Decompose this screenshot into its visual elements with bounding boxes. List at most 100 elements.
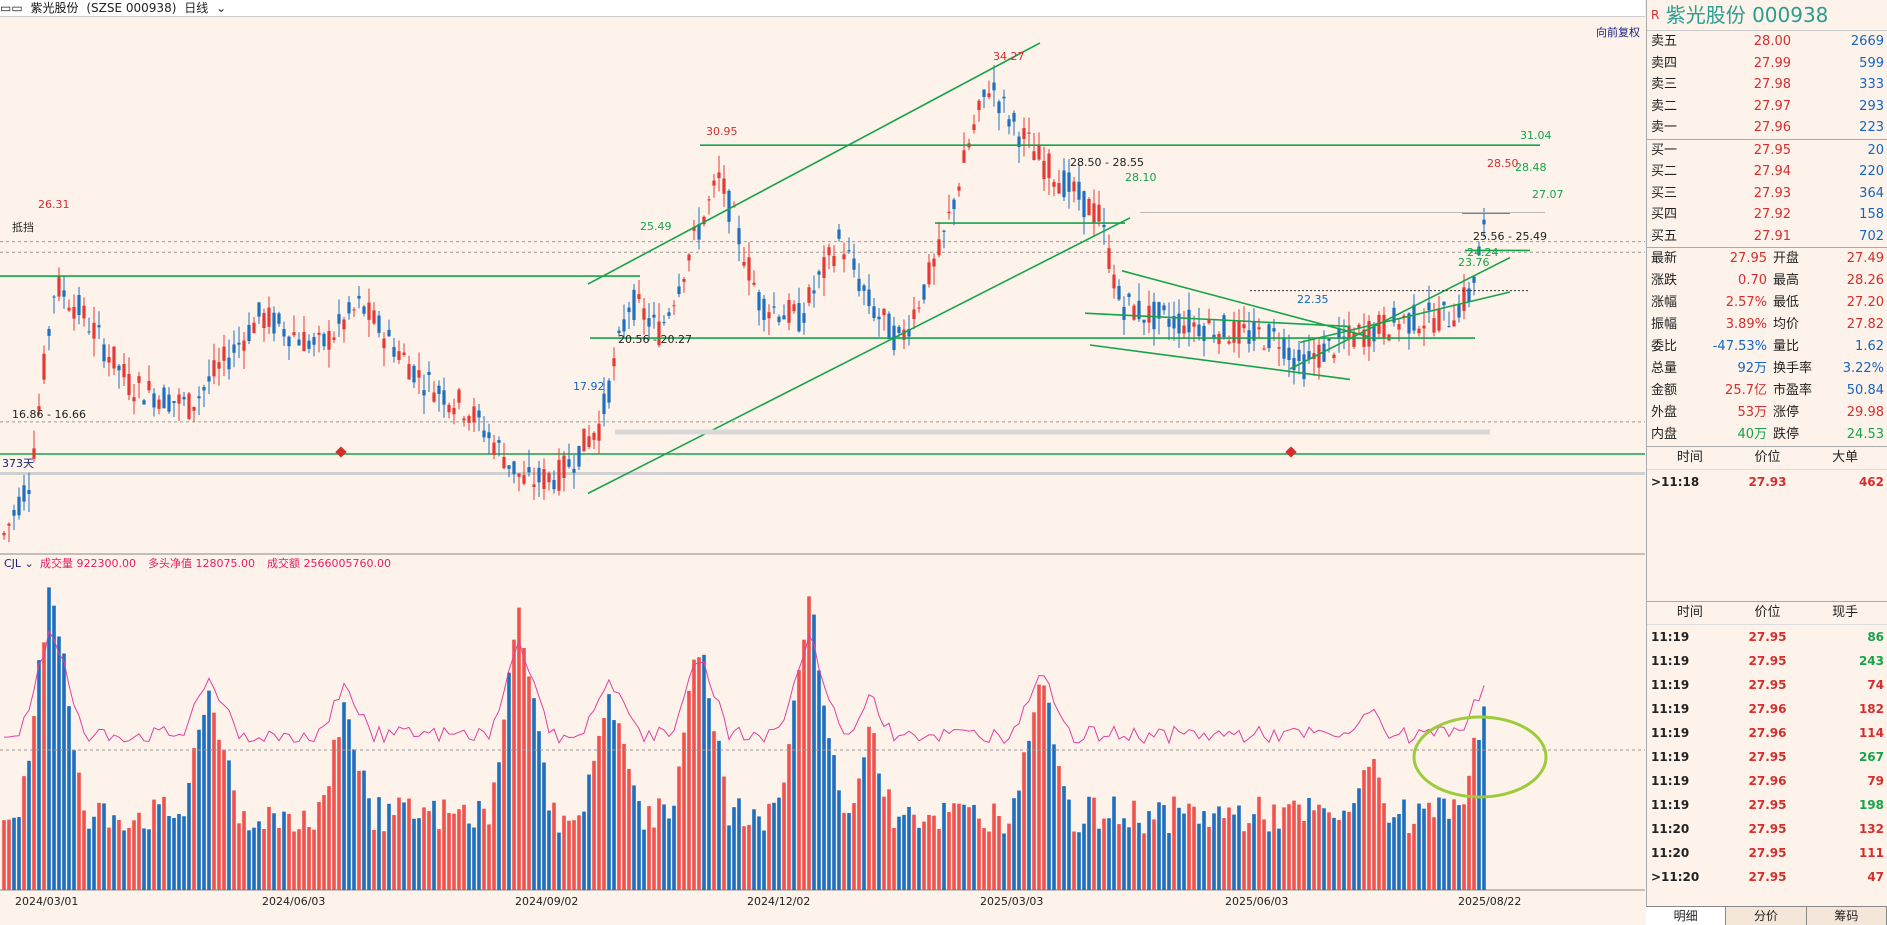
volume-bar [1017, 790, 1021, 890]
volume-bar [132, 820, 136, 890]
volume-bar [67, 706, 71, 890]
trade-row[interactable]: 11:19 27.96 182 [1651, 702, 1885, 716]
trade-row[interactable]: 11:19 27.95 74 [1651, 678, 1885, 692]
volume-bar [1422, 808, 1426, 890]
volume-bar [927, 814, 931, 890]
volume-bar [657, 798, 661, 890]
volume-bar [262, 828, 266, 890]
tab-分价[interactable]: 分价 [1726, 907, 1807, 925]
volume-bar [112, 815, 116, 890]
stat-row: 涨跌 0.70 最高 28.26 [1651, 273, 1884, 288]
candle-body [657, 321, 661, 346]
bigorder-row[interactable]: >11:18 27.93 462 [1651, 475, 1885, 489]
candle-body [1322, 343, 1326, 362]
candle-body [802, 313, 806, 323]
volume-bar [167, 815, 171, 890]
candle-body [1097, 204, 1101, 222]
volume-bar [1327, 812, 1331, 890]
candle-body [1077, 181, 1081, 200]
header-cell: 时间 [1676, 605, 1703, 620]
candle-body [957, 186, 961, 191]
volume-bar [162, 796, 166, 890]
period-selector[interactable]: 日线 ⌄ [184, 1, 227, 15]
volume-bar [1082, 823, 1086, 890]
volume-bar [152, 799, 156, 890]
volume-bar [22, 776, 26, 890]
volume-bar [357, 770, 361, 890]
volume-bar [387, 803, 391, 890]
trade-row[interactable]: 11:19 27.96 114 [1651, 726, 1885, 740]
bigorder-header: 时间 价位 大单 [1647, 446, 1887, 470]
candle-body [962, 150, 966, 163]
volume-bar [682, 732, 686, 890]
candle-body [1382, 314, 1386, 338]
candle-body [1402, 315, 1406, 318]
price-label: 373天 [2, 457, 34, 470]
volume-bar [1092, 797, 1096, 890]
candle-body [1107, 248, 1111, 269]
candle-body [782, 315, 786, 320]
candle-body [947, 211, 951, 214]
candle-body [227, 357, 231, 370]
gray-band [0, 472, 1645, 475]
candle-body [542, 469, 546, 489]
window-icon[interactable]: ▭▭ [0, 1, 23, 15]
candle-body [1262, 348, 1266, 350]
volume-bar [1037, 684, 1041, 890]
candle-body [1072, 181, 1076, 192]
candle-body [672, 305, 676, 307]
volume-bar [287, 813, 291, 890]
volume-bar [1447, 818, 1451, 890]
candle-body [112, 346, 116, 369]
volume-bar [542, 762, 546, 890]
candle-body [1217, 333, 1221, 345]
trade-row[interactable]: 11:19 27.95 86 [1651, 630, 1885, 644]
kline-chart[interactable]: 34.27 30.95 26.31 28.50 31.04 28.50 - 28.55 28… [0, 17, 1645, 907]
candle-body [1437, 308, 1441, 331]
price-label: 25.56 - 25.49 [1473, 230, 1547, 243]
volume-bar [922, 821, 926, 890]
trade-row[interactable]: 11:19 27.95 243 [1651, 654, 1885, 668]
tab-明细[interactable]: 明细 [1646, 907, 1727, 925]
volume-bar [1077, 832, 1081, 890]
ask-row: 卖四 27.99 599 [1651, 55, 1884, 71]
volume-bar [1117, 824, 1121, 890]
trade-row[interactable]: >11:20 27.95 47 [1651, 870, 1885, 884]
diamond-marker [335, 446, 347, 458]
volume-bar [1457, 805, 1461, 890]
candle-body [1182, 325, 1186, 334]
date-tick-label: 2024/12/02 [747, 895, 810, 907]
price-label: 17.92 [573, 380, 605, 393]
trade-row[interactable]: 11:19 27.96 79 [1651, 774, 1885, 788]
volume-bar [12, 817, 16, 890]
volume-bar [302, 810, 306, 890]
volume-bar [342, 702, 346, 890]
channel-line [1084, 312, 1351, 328]
volume-bar [967, 807, 971, 890]
trade-row[interactable]: 11:19 27.95 198 [1651, 798, 1885, 812]
candle-body [377, 315, 381, 333]
candle-body [1237, 320, 1241, 344]
candle-body [572, 468, 576, 473]
volume-bar [1382, 803, 1386, 890]
candle-body [1222, 315, 1226, 337]
tab-筹码[interactable]: 筹码 [1806, 907, 1887, 925]
trade-row[interactable]: 11:20 27.95 132 [1651, 822, 1885, 836]
volume-bar [1007, 823, 1011, 890]
date-tick-label: 2024/09/02 [515, 895, 578, 907]
candle-body [1162, 305, 1166, 311]
volume-bar [57, 636, 61, 890]
candle-body [1022, 128, 1026, 140]
trades-list[interactable]: 11:19 27.95 86 11:19 27.95 243 11:19 27.95 74 11:… [1647, 625, 1887, 889]
volume-bar [352, 749, 356, 890]
volume-bar [832, 755, 836, 890]
trade-row[interactable]: 11:19 27.95 267 [1651, 750, 1885, 764]
candle-body [182, 396, 186, 400]
volume-bar [952, 803, 956, 890]
volume-bar [552, 802, 556, 890]
candle-body [142, 400, 146, 405]
volume-bar [1177, 807, 1181, 890]
volume-bar [1407, 833, 1411, 890]
volume-bar [512, 639, 516, 890]
trade-row[interactable]: 11:20 27.95 111 [1651, 846, 1885, 860]
